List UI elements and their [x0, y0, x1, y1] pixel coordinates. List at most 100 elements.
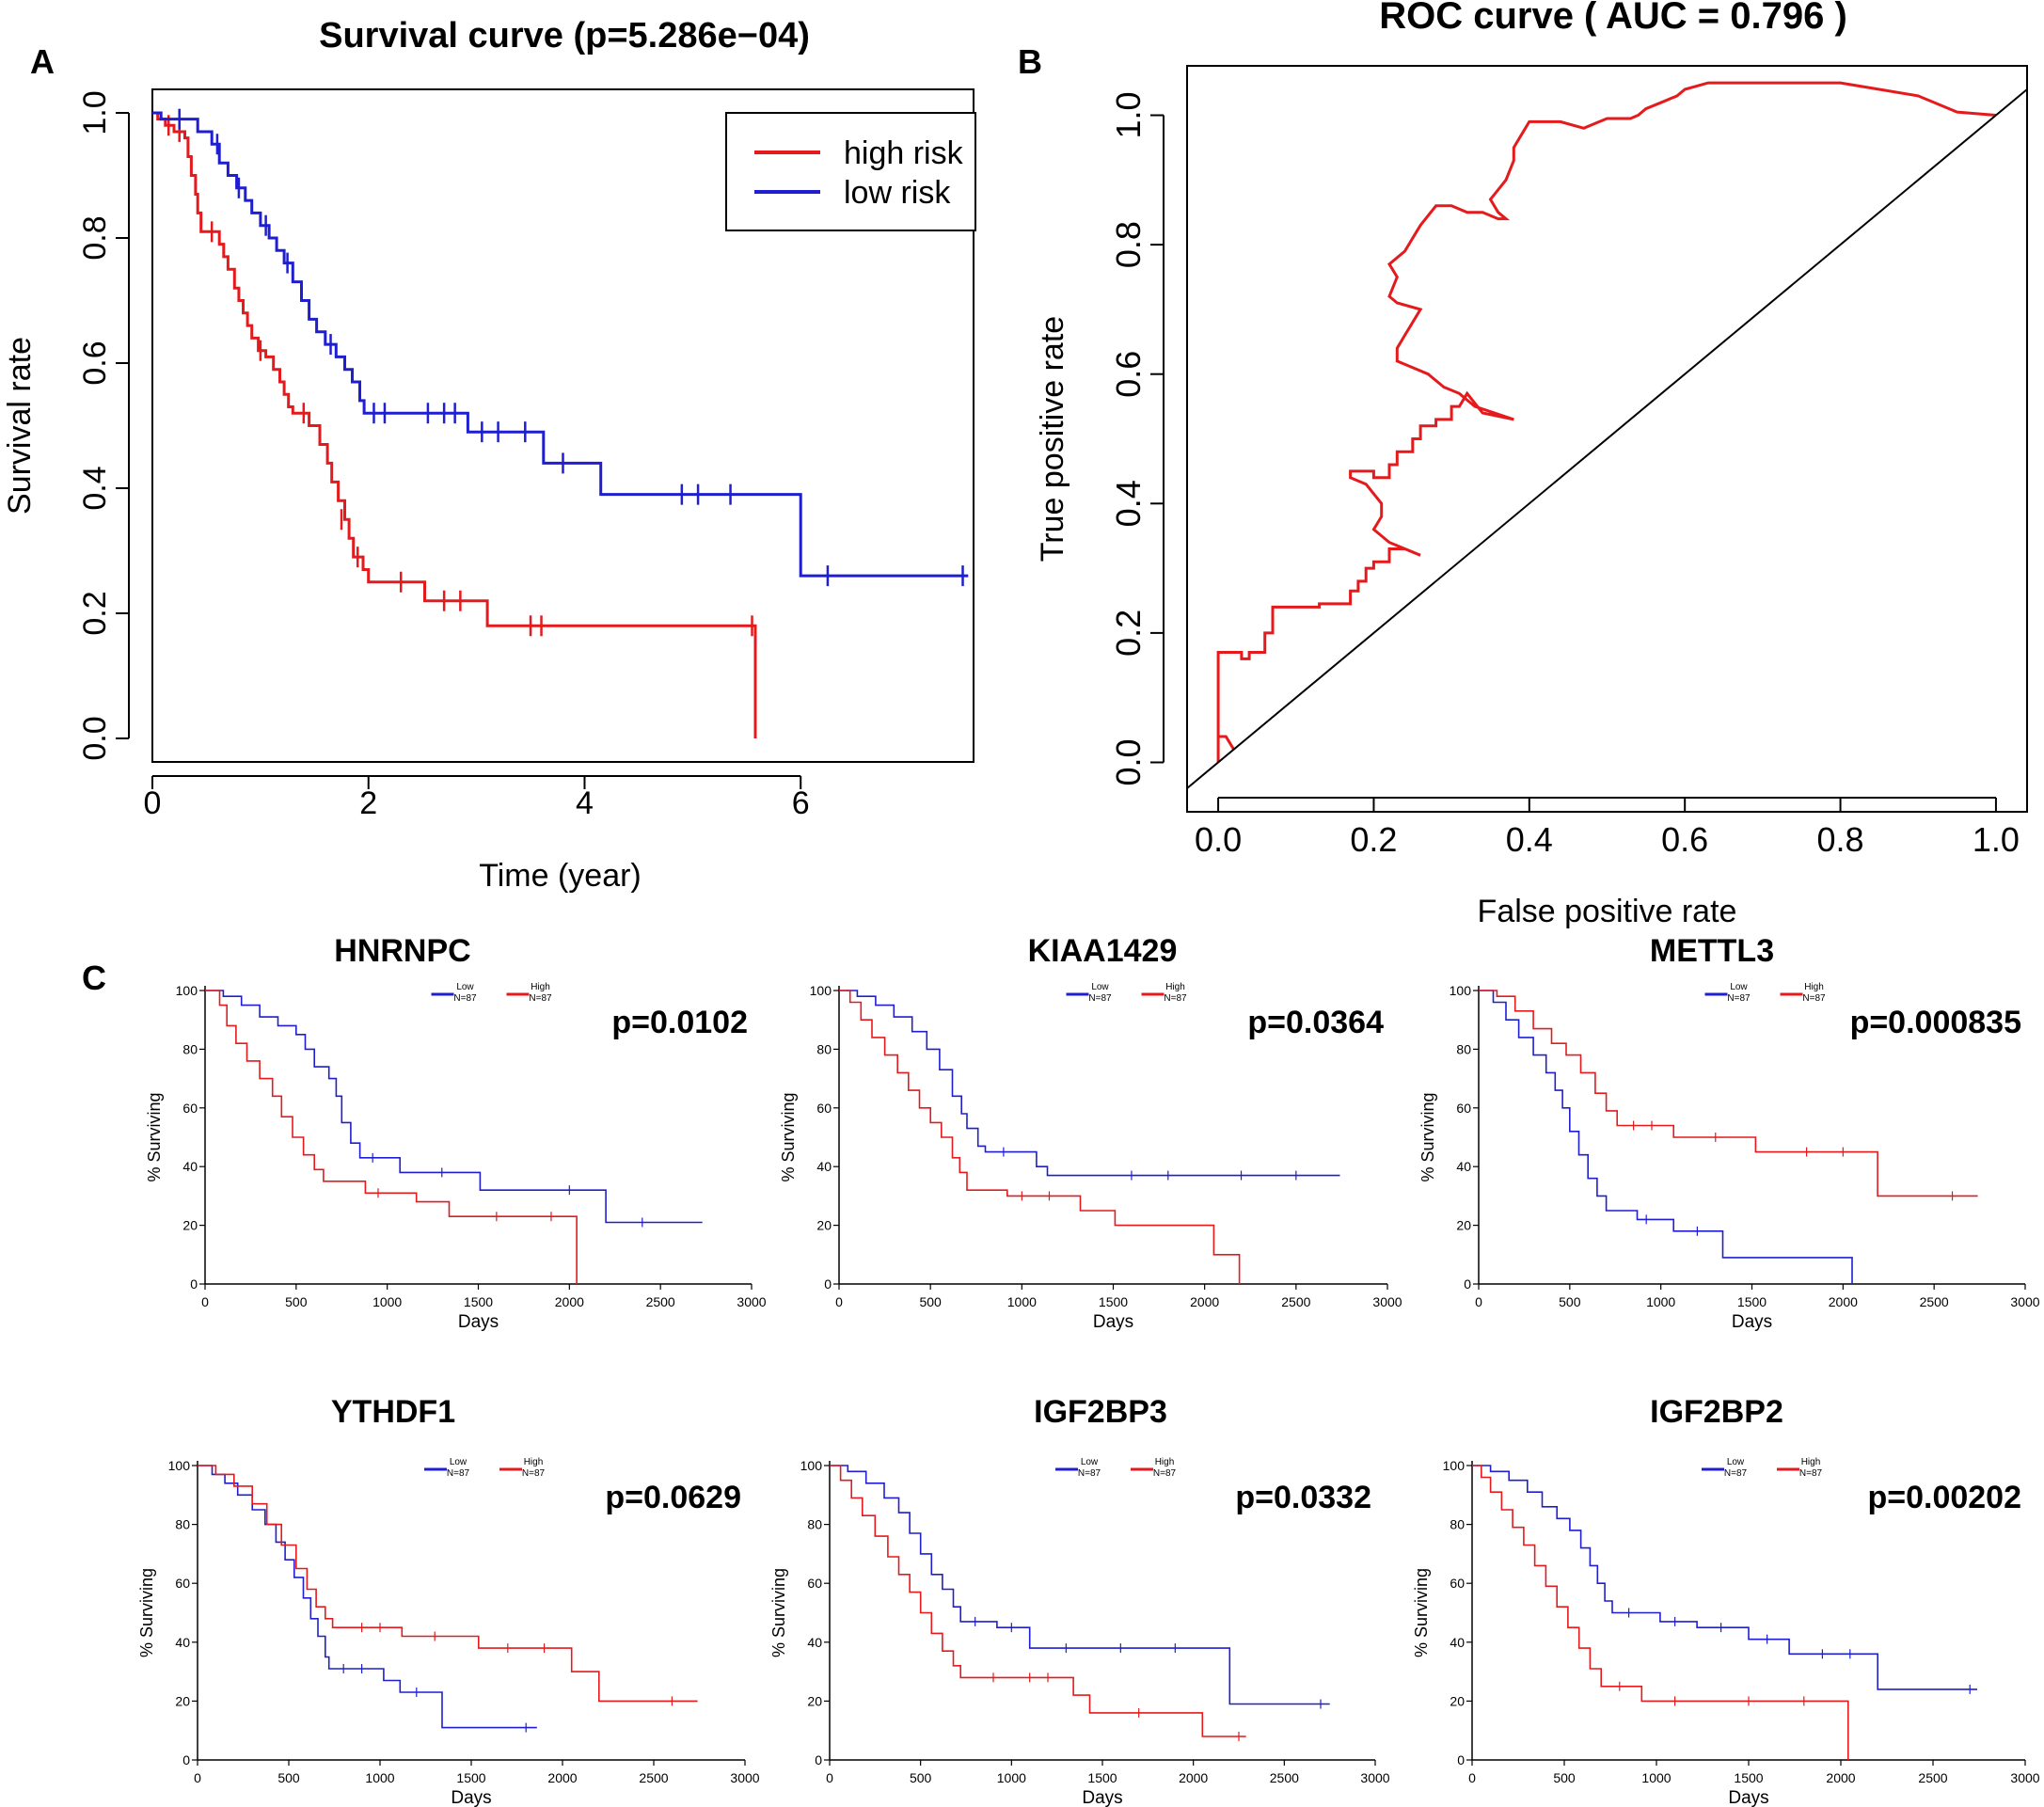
legend-label: Low: [1081, 1457, 1099, 1467]
legend-sub: N=87: [1727, 993, 1751, 1004]
x-axis-label: Days: [1093, 1312, 1133, 1332]
plot-frame: [1186, 65, 2028, 813]
chart-title: Survival curve (p=5.286e−04): [319, 16, 810, 55]
x-tick-label: 1500: [456, 1770, 485, 1785]
x-tick-label: 3000: [1372, 1294, 1402, 1309]
x-tick-label: 500: [1559, 1294, 1581, 1309]
series-line: [1186, 88, 2028, 789]
y-axis-label: True positive rate: [1035, 316, 1070, 562]
legend-label: Low: [1727, 1457, 1745, 1467]
series-line: [839, 990, 1340, 1177]
x-tick-label: 1500: [1099, 1294, 1128, 1309]
y-tick-label: 20: [175, 1693, 190, 1708]
series-low: [1479, 990, 1853, 1284]
y-axis-label: % Surviving: [1412, 1568, 1431, 1657]
x-tick-label: 0: [201, 1294, 209, 1309]
legend-sub: N=87: [1799, 1468, 1823, 1479]
series-high: [198, 1465, 698, 1706]
p-value: p=0.0629: [605, 1480, 741, 1515]
y-tick-label: 0: [824, 1276, 832, 1292]
y-tick-label: 80: [1450, 1517, 1465, 1532]
p-value: p=0.0332: [1235, 1480, 1371, 1515]
x-tick-label: 0: [1468, 1770, 1476, 1785]
series-high: [1472, 1465, 1849, 1760]
y-tick-label: 80: [175, 1517, 190, 1532]
chart-title: KIAA1429: [1028, 933, 1178, 969]
x-tick-label: 2500: [1281, 1294, 1310, 1309]
x-tick-label: 0.0: [1195, 820, 1242, 859]
y-tick-label: 40: [1456, 1159, 1471, 1174]
x-axis-label: False positive rate: [1478, 894, 1737, 929]
chart-title: YTHDF1: [331, 1394, 455, 1430]
y-tick-label: 100: [810, 983, 832, 998]
y-tick-label: 60: [175, 1576, 190, 1591]
y-tick-label: 100: [1443, 1458, 1466, 1473]
x-tick-label: 0.8: [1817, 820, 1864, 859]
x-axis-label: Days: [1082, 1788, 1122, 1807]
x-tick-label: 2000: [555, 1294, 584, 1309]
x-tick-label: 1500: [1087, 1770, 1117, 1785]
y-tick-label: 40: [1450, 1635, 1465, 1650]
y-axis-label: % Surviving: [145, 1092, 164, 1181]
y-tick-label: 40: [816, 1159, 832, 1174]
panel-c2: KIAA1429 0 500 1000 1500 2000 2500 3000 0 20 40 60 8…: [779, 933, 1402, 1332]
legend-sub: N=87: [453, 993, 477, 1004]
x-tick-label: 1000: [1646, 1294, 1675, 1309]
series-line: [1479, 990, 1978, 1197]
y-tick-label: 100: [176, 983, 198, 998]
y-tick-label: 0: [182, 1752, 190, 1767]
x-tick-label: 0: [826, 1770, 833, 1785]
y-tick-label: 40: [182, 1159, 198, 1174]
x-tick-label: 3000: [737, 1294, 766, 1309]
x-tick-label: 1000: [1007, 1294, 1037, 1309]
y-tick-label: 80: [816, 1041, 832, 1056]
y-tick-label: 0.6: [1109, 351, 1148, 398]
x-tick-label: 3000: [1360, 1770, 1389, 1785]
series-line: [152, 111, 757, 738]
panel-c1: C HNRNPC 0 500 1000 1500 2000 2500 3000 0 20 40 60 80…: [82, 933, 767, 1332]
series-low: [198, 1465, 537, 1733]
chart-title: ROC curve ( AUC = 0.796 ): [1379, 0, 1847, 37]
y-tick-label: 1.0: [1109, 91, 1148, 138]
y-tick-label: 0.8: [1109, 221, 1148, 268]
x-tick-label: 1000: [365, 1770, 394, 1785]
x-tick-label: 2000: [1829, 1294, 1858, 1309]
x-axis-label: Days: [1728, 1788, 1768, 1807]
x-tick-label: 1000: [1641, 1770, 1671, 1785]
panel-label: B: [1018, 42, 1042, 81]
series-line: [1216, 81, 1997, 763]
x-tick-label: 2000: [1179, 1770, 1208, 1785]
legend-sub: N=87: [1088, 993, 1112, 1004]
x-tick-label: 0.4: [1506, 820, 1553, 859]
y-axis-label: % Surviving: [137, 1568, 156, 1657]
x-tick-label: 0: [835, 1294, 843, 1309]
y-tick-label: 100: [800, 1458, 823, 1473]
legend-sub: N=87: [1078, 1468, 1101, 1479]
y-tick-label: 0: [1464, 1276, 1471, 1292]
y-tick-label: 80: [182, 1041, 198, 1056]
series-line: [1479, 990, 1853, 1284]
series-high: [205, 990, 578, 1284]
x-tick-label: 0: [194, 1770, 201, 1785]
panel-c5: IGF2BP3 0 500 1000 1500 2000 2500 3000 0 20 40 60 80…: [769, 1394, 1390, 1807]
x-tick-label: 0.2: [1350, 820, 1397, 859]
p-value: p=0.000835: [1850, 1005, 2021, 1040]
y-tick-label: 40: [807, 1635, 822, 1650]
x-tick-label: 2500: [1920, 1294, 1949, 1309]
series-high: [1479, 990, 1978, 1201]
y-tick-label: 0.6: [77, 341, 113, 385]
series-reference: [1186, 88, 2028, 789]
legend-label: Low: [1091, 982, 1109, 992]
x-tick-label: 0: [144, 785, 162, 821]
y-axis-label: Survival rate: [2, 337, 38, 515]
x-tick-label: 3000: [2010, 1770, 2039, 1785]
series-line: [839, 990, 1241, 1284]
y-tick-label: 20: [807, 1693, 822, 1708]
x-tick-label: 2500: [1270, 1770, 1299, 1785]
y-tick-label: 0: [815, 1752, 822, 1767]
